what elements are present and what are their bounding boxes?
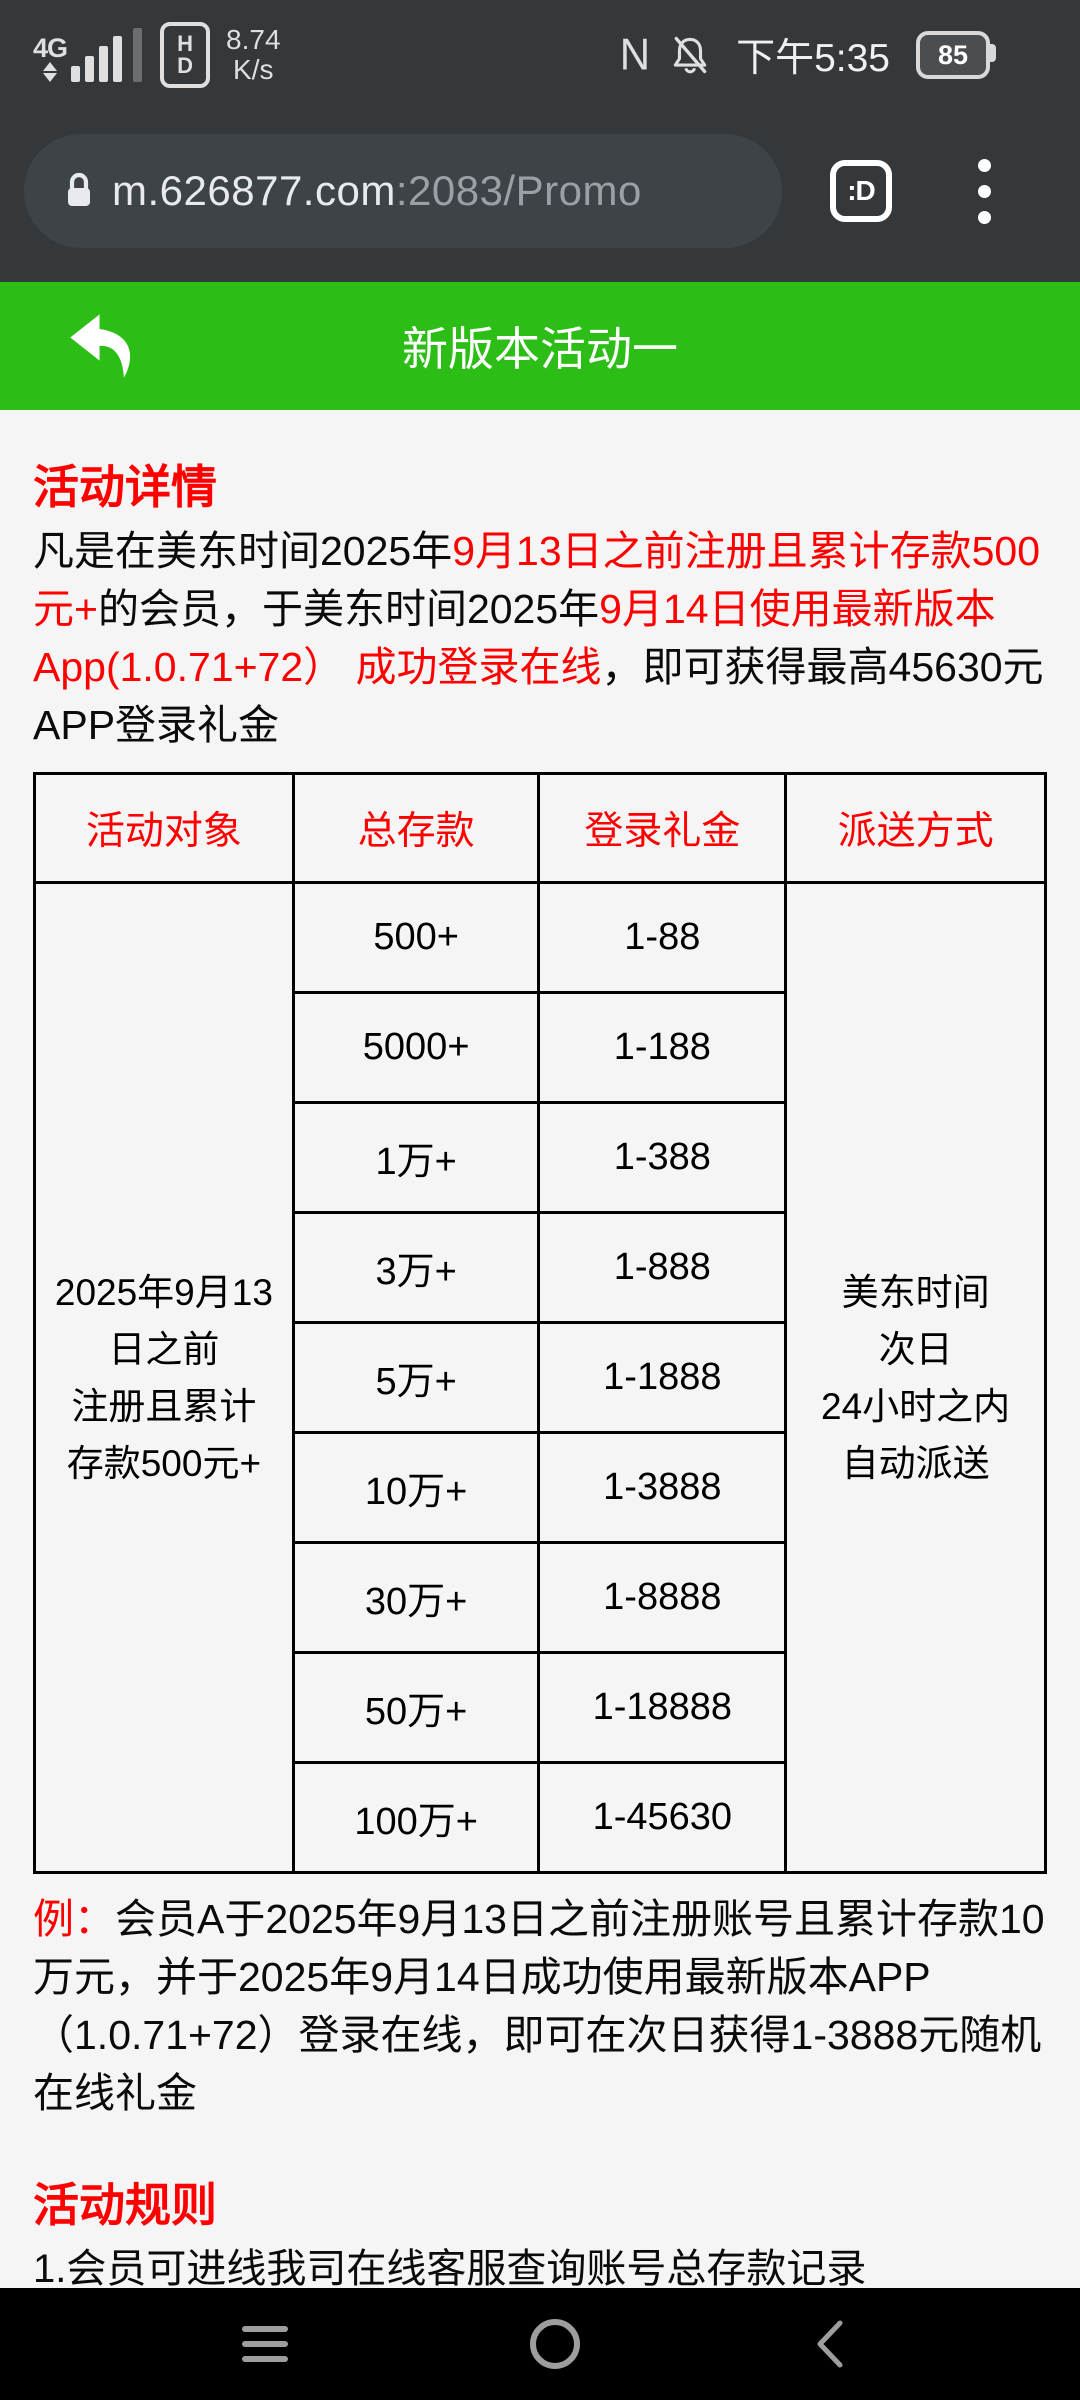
deposit-cell: 5000+ xyxy=(291,991,541,1104)
header-audience: 活动对象 xyxy=(33,772,295,884)
bonus-cell: 1-88 xyxy=(537,881,788,994)
browser-chrome: 4G H D 8.74 K/s N 下午5:35 85 xyxy=(0,0,1080,282)
header-deposit: 总存款 xyxy=(291,772,541,884)
table-row: 2025年9月13 日之前 注册且累计 存款500元+ 500+ 1-88 美东… xyxy=(33,881,1047,1874)
signal-strength-icon xyxy=(71,28,143,82)
tab-switcher-button[interactable]: :D xyxy=(830,160,892,222)
clock: 下午5:35 xyxy=(736,37,890,80)
bonus-cell: 1-188 xyxy=(537,991,788,1104)
bonus-cell: 1-8888 xyxy=(537,1541,788,1654)
deposit-cell: 10万+ xyxy=(291,1431,541,1544)
header-bonus: 登录礼金 xyxy=(537,772,788,884)
signal-cluster: 4G xyxy=(33,28,143,82)
deposit-cell: 500+ xyxy=(291,881,541,994)
deposit-cell: 5万+ xyxy=(291,1321,541,1434)
table-row: 3万+ 1-888 xyxy=(35,1211,1046,1324)
tab-count: :D xyxy=(847,175,876,206)
url-fade xyxy=(702,134,782,248)
deposit-cell: 3万+ xyxy=(291,1211,541,1324)
network-speed: 8.74 K/s xyxy=(226,25,281,85)
url-host: m.626877.com xyxy=(112,167,396,214)
table-row: 5万+ 1-1888 xyxy=(35,1321,1046,1434)
network-speed-value: 8.74 xyxy=(226,24,281,55)
delivery-cell: 美东时间 次日 24小时之内 自动派送 xyxy=(784,881,1047,1874)
back-button[interactable] xyxy=(58,302,146,390)
bonus-cell: 1-3888 xyxy=(537,1431,788,1544)
table-header-row: 活动对象 总存款 登录礼金 派送方式 xyxy=(33,772,1047,884)
example-paragraph: 例：会员A于2025年9月13日之前注册账号且累计存款10万元，并于2025年9… xyxy=(33,1890,1047,2122)
home-circle-icon[interactable] xyxy=(530,2319,580,2369)
battery-icon: 85 xyxy=(916,31,996,79)
bonus-cell: 1-888 xyxy=(537,1211,788,1324)
omnibox-row: m.626877.com:2083/Promo :D xyxy=(0,100,1080,282)
back-arrow-icon xyxy=(70,314,131,378)
back-chevron-icon[interactable] xyxy=(812,2315,848,2373)
deposit-cell: 100万+ xyxy=(291,1761,541,1874)
page-title: 新版本活动一 xyxy=(402,323,678,375)
example-label: 例： xyxy=(33,1896,115,1942)
app-header: 新版本活动一 xyxy=(0,282,1080,410)
bonus-table: 活动对象 总存款 登录礼金 派送方式 2025年9月13 日之前 注册且累计 存… xyxy=(33,772,1047,1874)
hd-volte-icon: H D xyxy=(160,22,211,88)
deposit-cell: 50万+ xyxy=(291,1651,541,1764)
bell-muted-icon xyxy=(673,36,707,74)
bonus-cell: 1-45630 xyxy=(537,1761,788,1874)
recents-menu-icon[interactable] xyxy=(232,2316,298,2372)
audience-cell: 2025年9月13 日之前 注册且累计 存款500元+ xyxy=(33,881,295,1874)
bonus-cell: 1-1888 xyxy=(537,1321,788,1434)
browser-menu-button[interactable] xyxy=(972,153,997,230)
header-delivery: 派送方式 xyxy=(784,772,1047,884)
url-bar[interactable]: m.626877.com:2083/Promo xyxy=(24,134,782,248)
table-row: 100万+ 1-45630 xyxy=(35,1761,1046,1874)
example-body: 会员A于2025年9月13日之前注册账号且累计存款10万元，并于2025年9月1… xyxy=(33,1896,1045,2116)
table-row: 10万+ 1-3888 xyxy=(35,1431,1046,1544)
table-row: 5000+ 1-188 xyxy=(35,991,1046,1104)
promo-content: 活动详情 凡是在美东时间2025年9月13日之前注册且累计存款500元+的会员，… xyxy=(0,460,1080,2362)
network-speed-unit: K/s xyxy=(233,54,274,85)
battery-percent: 85 xyxy=(937,39,969,70)
url-text: m.626877.com:2083/Promo xyxy=(112,167,642,215)
details-heading: 活动详情 xyxy=(33,461,217,513)
bonus-cell: 1-388 xyxy=(537,1101,788,1214)
deposit-cell: 1万+ xyxy=(291,1101,541,1214)
android-nav-bar xyxy=(0,2288,1080,2400)
deposit-cell: 30万+ xyxy=(291,1541,541,1654)
status-bar: 4G H D 8.74 K/s N 下午5:35 85 xyxy=(0,0,1080,100)
rule-item-1: 1.会员可进线我司在线客服查询账号总存款记录 xyxy=(33,2247,867,2291)
table-row: 1万+ 1-388 xyxy=(35,1101,1046,1214)
details-intro: 凡是在美东时间2025年9月13日之前注册且累计存款500元+的会员，于美东时间… xyxy=(33,528,1044,748)
table-row: 30万+ 1-8888 xyxy=(35,1541,1046,1654)
table-row: 50万+ 1-18888 xyxy=(35,1651,1046,1764)
bonus-cell: 1-18888 xyxy=(537,1651,788,1764)
network-type-label: 4G xyxy=(33,33,68,63)
lock-icon[interactable] xyxy=(64,171,94,211)
url-path: :2083/Promo xyxy=(395,167,642,214)
rules-heading: 活动规则 xyxy=(33,2179,217,2231)
nfc-icon: N xyxy=(619,29,651,80)
data-activity-icon xyxy=(43,62,58,82)
status-bar-right: N 下午5:35 85 xyxy=(619,27,996,83)
